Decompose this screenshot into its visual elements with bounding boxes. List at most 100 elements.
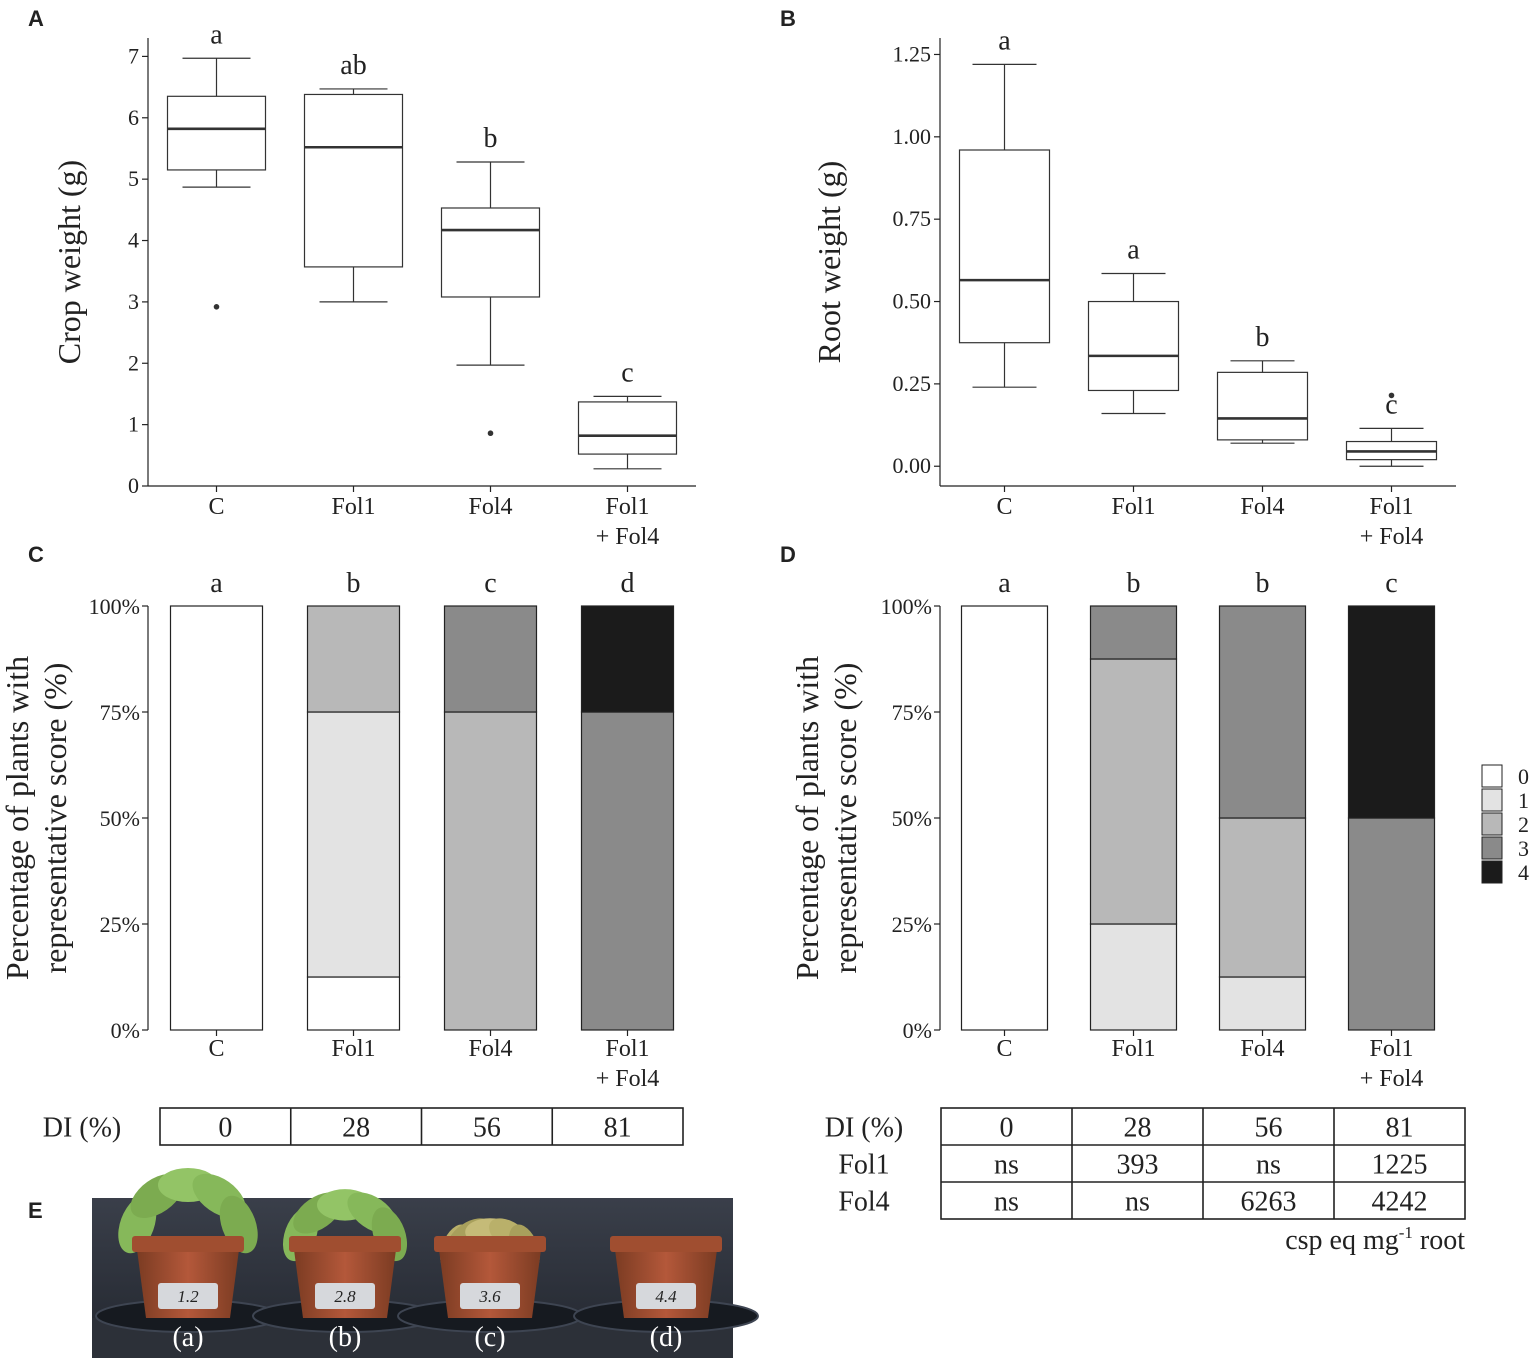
bar-segment-score-0 <box>306 976 401 1031</box>
photo-caption: (d) <box>650 1322 683 1353</box>
bar-segment-score-2 <box>1218 817 1307 978</box>
y-tick-label: 1 <box>128 412 139 437</box>
legend-swatch-4 <box>1481 860 1503 884</box>
x-tick-label-line2: + Fol4 <box>1360 1066 1424 1092</box>
pot-label-text: 4.4 <box>655 1287 677 1306</box>
bar-segment-score-3 <box>1347 817 1436 1031</box>
y-tick-label: 0.00 <box>893 453 932 478</box>
y-tick-label: 75% <box>100 700 140 725</box>
table-cell: ns <box>994 1150 1019 1181</box>
y-tick-label: 1.25 <box>893 41 932 66</box>
iqr-box <box>577 401 678 455</box>
outlier-point <box>487 430 494 437</box>
legend-label-2: 2 <box>1518 812 1529 837</box>
y-tick-label: 1.00 <box>893 124 932 149</box>
bar-segment-score-0 <box>169 605 264 1031</box>
box-fol4: b <box>440 123 541 437</box>
table-cell: ns <box>994 1187 1019 1218</box>
y-tick-label: 0 <box>128 473 139 498</box>
bar-segment-score-4 <box>580 605 675 713</box>
significance-letter: a <box>998 25 1011 56</box>
iqr-box <box>440 207 541 298</box>
outlier-point <box>1388 392 1395 399</box>
x-tick-label: Fol4 <box>1240 1036 1284 1062</box>
significance-letter: a <box>210 19 223 50</box>
plant-pot-1: 1.2 (a) <box>95 1168 281 1353</box>
y-tick-label: 25% <box>100 912 140 937</box>
box-c: a <box>958 25 1051 388</box>
stacked-bar-disease-score-roots: 0% 25% 50% 75% 100% Percentage of plants with… <box>789 568 1466 1256</box>
table-row-label: Fol1 <box>838 1150 889 1181</box>
significance-letter: c <box>621 357 633 388</box>
iqr-box <box>1216 371 1309 441</box>
significance-letter: ab <box>340 50 366 81</box>
significance-letter: b <box>484 123 498 154</box>
table-cell: ns <box>1256 1150 1281 1181</box>
photo-caption: (a) <box>172 1322 203 1353</box>
disease-index-table: DI (%) 0 28 56 81 <box>43 1107 684 1146</box>
x-tick-label: Fol1 <box>1369 1036 1413 1062</box>
significance-letter: b <box>1256 322 1270 353</box>
x-tick-label: Fol1 <box>331 494 375 520</box>
panel-label-a: A <box>28 6 44 31</box>
table-cell: 56 <box>1255 1113 1283 1144</box>
y-tick-label: 0.75 <box>893 206 932 231</box>
x-tick-label-line2: + Fol4 <box>596 1066 660 1092</box>
y-tick-label: 0.25 <box>893 371 932 396</box>
iqr-box <box>958 149 1051 344</box>
x-tick-label-line2: + Fol4 <box>596 524 660 550</box>
pot-label-sticker <box>158 1283 218 1309</box>
table-cell: 28 <box>342 1113 370 1144</box>
table-cell: 0 <box>218 1113 232 1144</box>
pot-rim <box>610 1236 722 1252</box>
x-tick-label: Fol1 <box>605 1036 649 1062</box>
legend-label-3: 3 <box>1518 836 1529 861</box>
table-cell: 81 <box>604 1113 632 1144</box>
table-cell: 6263 <box>1241 1187 1297 1218</box>
significance-letter: d <box>621 568 635 599</box>
bar-segment-score-1 <box>1089 923 1178 1031</box>
x-tick-label: Fol4 <box>468 1036 512 1062</box>
legend-swatch-3 <box>1481 836 1503 860</box>
pot-rim <box>132 1236 244 1252</box>
pot-label-text: 2.8 <box>334 1287 356 1306</box>
box-fol4: b <box>1216 322 1309 444</box>
pot-rim <box>289 1236 401 1252</box>
stacked-bar-4 <box>1347 605 1436 1031</box>
table-cell: 1225 <box>1372 1150 1428 1181</box>
stacked-bar-2 <box>306 605 401 1031</box>
y-tick-label: 50% <box>892 806 932 831</box>
pot-label-sticker <box>460 1283 520 1309</box>
panel-label-c: C <box>28 542 44 567</box>
table-cell: 4242 <box>1372 1187 1428 1218</box>
y-axis-title-line1: Percentage of plants with <box>0 656 35 980</box>
boxplot-crop-weight: 0 1 2 3 4 5 6 7 Crop weight (g) a Cab Fol1 b Fol4 c Fol… <box>51 19 696 550</box>
y-tick-label: 0% <box>903 1018 932 1043</box>
box-c: a <box>166 19 267 310</box>
table-cell: 56 <box>473 1113 501 1144</box>
photo-caption: (c) <box>474 1322 505 1353</box>
significance-letter: c <box>1385 568 1397 599</box>
y-axis-title-line2: representative score (%) <box>827 663 863 974</box>
y-tick-label: 100% <box>89 594 140 619</box>
bar-segment-score-4 <box>1347 605 1436 819</box>
outlier-point <box>213 304 220 310</box>
y-tick-label: 2 <box>128 350 139 375</box>
y-tick-label: 0.50 <box>893 289 932 314</box>
photo-caption: (b) <box>329 1322 362 1353</box>
x-tick-label-line2: + Fol4 <box>1360 524 1424 550</box>
stacked-bar-3 <box>443 605 538 1031</box>
bar-segment-score-1 <box>1218 976 1307 1031</box>
box-fol1: a <box>1087 235 1180 415</box>
iqr-box <box>1087 300 1180 392</box>
y-tick-label: 50% <box>100 806 140 831</box>
table-cell: 0 <box>1000 1113 1014 1144</box>
significance-letter: b <box>1127 568 1141 599</box>
x-tick-label: Fol1 <box>331 1036 375 1062</box>
significance-letter: a <box>998 568 1011 599</box>
x-tick-label: Fol1 <box>1111 494 1155 520</box>
plant-photo: 1.2 (a) 2.8 (b) 3.6 (c) 4.4 (d) <box>92 1168 759 1358</box>
x-tick-label: Fol1 <box>1111 1036 1155 1062</box>
stacked-bar-disease-score-leaves: 0% 25% 50% 75% 100% Percentage of plants with… <box>0 568 684 1146</box>
